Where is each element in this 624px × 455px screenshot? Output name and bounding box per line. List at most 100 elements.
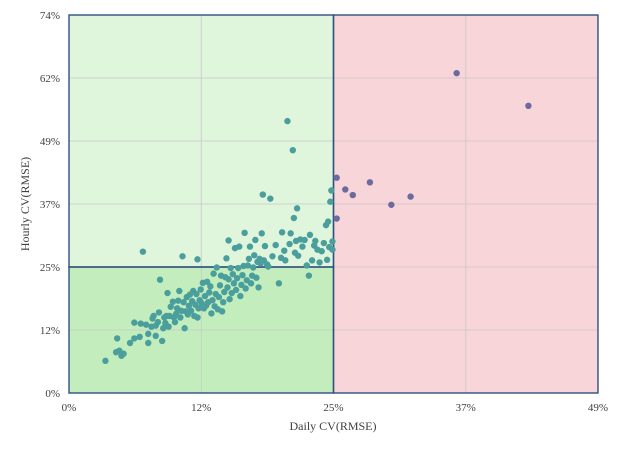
data-point bbox=[328, 187, 335, 194]
data-point bbox=[221, 288, 228, 296]
data-point bbox=[142, 321, 150, 328]
x-axis-label: Daily CV(RMSE) bbox=[290, 419, 377, 433]
data-point bbox=[195, 305, 202, 312]
x-tick-label: 12% bbox=[191, 402, 211, 414]
data-point bbox=[206, 289, 213, 296]
data-point bbox=[251, 252, 258, 259]
data-point bbox=[137, 320, 144, 327]
data-point bbox=[294, 252, 302, 259]
data-point-outlier bbox=[388, 201, 395, 208]
y-tick-label: 49% bbox=[40, 136, 60, 148]
data-point bbox=[208, 310, 215, 317]
data-point bbox=[213, 264, 220, 271]
data-point bbox=[225, 276, 232, 283]
x-tick-label: 25% bbox=[323, 402, 343, 414]
data-point bbox=[210, 270, 217, 277]
region-borders bbox=[68, 14, 599, 394]
data-point bbox=[327, 198, 334, 205]
y-tick-label: 37% bbox=[40, 199, 60, 211]
data-point bbox=[215, 293, 223, 301]
data-point bbox=[286, 240, 293, 248]
x-tick-label: 37% bbox=[456, 402, 476, 414]
data-point bbox=[113, 335, 121, 342]
data-point bbox=[238, 281, 245, 289]
data-point bbox=[237, 292, 244, 300]
data-point bbox=[267, 195, 274, 202]
data-point bbox=[233, 275, 241, 282]
data-point-outlier bbox=[349, 191, 356, 199]
data-point bbox=[282, 257, 289, 264]
data-point-outlier bbox=[333, 215, 340, 222]
data-point bbox=[259, 191, 267, 198]
data-point bbox=[120, 350, 127, 357]
data-point bbox=[201, 292, 209, 300]
data-point bbox=[136, 333, 143, 341]
data-point bbox=[139, 248, 147, 255]
data-point bbox=[301, 236, 308, 244]
data-point bbox=[234, 264, 242, 272]
data-point bbox=[306, 231, 314, 239]
data-point bbox=[255, 284, 262, 291]
data-point bbox=[287, 230, 294, 237]
data-point bbox=[224, 284, 231, 291]
y-tick-label: 0% bbox=[45, 388, 60, 400]
data-point bbox=[245, 255, 253, 263]
data-point-outlier bbox=[453, 69, 460, 77]
data-point bbox=[299, 243, 306, 250]
data-point bbox=[252, 236, 259, 244]
data-point-outlier bbox=[342, 186, 349, 193]
data-point bbox=[241, 229, 248, 237]
x-axis-ticks: 0% 12% 25% 37% 49% bbox=[62, 402, 608, 414]
data-point bbox=[269, 253, 276, 260]
data-point bbox=[150, 312, 157, 320]
data-point bbox=[236, 243, 243, 250]
data-point bbox=[171, 318, 179, 326]
data-point bbox=[172, 310, 180, 318]
data-point bbox=[181, 325, 188, 332]
data-point bbox=[305, 272, 313, 279]
data-point bbox=[293, 205, 301, 212]
y-tick-label: 74% bbox=[40, 10, 60, 22]
data-point bbox=[223, 255, 230, 262]
data-point bbox=[284, 117, 291, 125]
data-point bbox=[318, 247, 325, 255]
data-point bbox=[281, 247, 288, 254]
data-point bbox=[229, 270, 237, 278]
data-point bbox=[316, 259, 323, 266]
data-point bbox=[187, 307, 195, 315]
data-point bbox=[278, 229, 286, 236]
data-point bbox=[329, 246, 336, 253]
pink-region-border bbox=[332, 14, 599, 394]
data-point bbox=[218, 308, 226, 315]
data-point bbox=[152, 332, 159, 340]
data-point bbox=[194, 256, 201, 263]
data-point bbox=[289, 146, 297, 154]
data-point bbox=[320, 239, 328, 247]
data-point bbox=[185, 302, 193, 309]
y-tick-label: 25% bbox=[40, 262, 60, 274]
data-point bbox=[197, 286, 204, 293]
y-tick-label: 62% bbox=[40, 73, 60, 85]
data-point bbox=[203, 278, 211, 285]
data-point bbox=[169, 298, 177, 305]
data-point bbox=[145, 339, 152, 347]
data-point bbox=[312, 237, 319, 245]
data-point bbox=[126, 339, 134, 347]
data-point bbox=[253, 274, 260, 281]
data-point bbox=[156, 276, 164, 283]
data-point bbox=[264, 263, 272, 270]
data-point bbox=[177, 314, 184, 321]
data-point bbox=[220, 298, 227, 306]
data-point bbox=[158, 337, 166, 345]
data-point bbox=[209, 296, 216, 304]
data-point bbox=[275, 280, 283, 287]
data-point-outlier bbox=[525, 102, 532, 110]
y-tick-label: 12% bbox=[40, 325, 60, 337]
data-point bbox=[323, 256, 331, 264]
y-axis-ticks: 0% 12% 25% 37% 49% 62% 74% bbox=[40, 10, 60, 400]
data-point bbox=[246, 243, 254, 250]
data-point bbox=[194, 314, 201, 321]
data-point bbox=[242, 285, 249, 292]
